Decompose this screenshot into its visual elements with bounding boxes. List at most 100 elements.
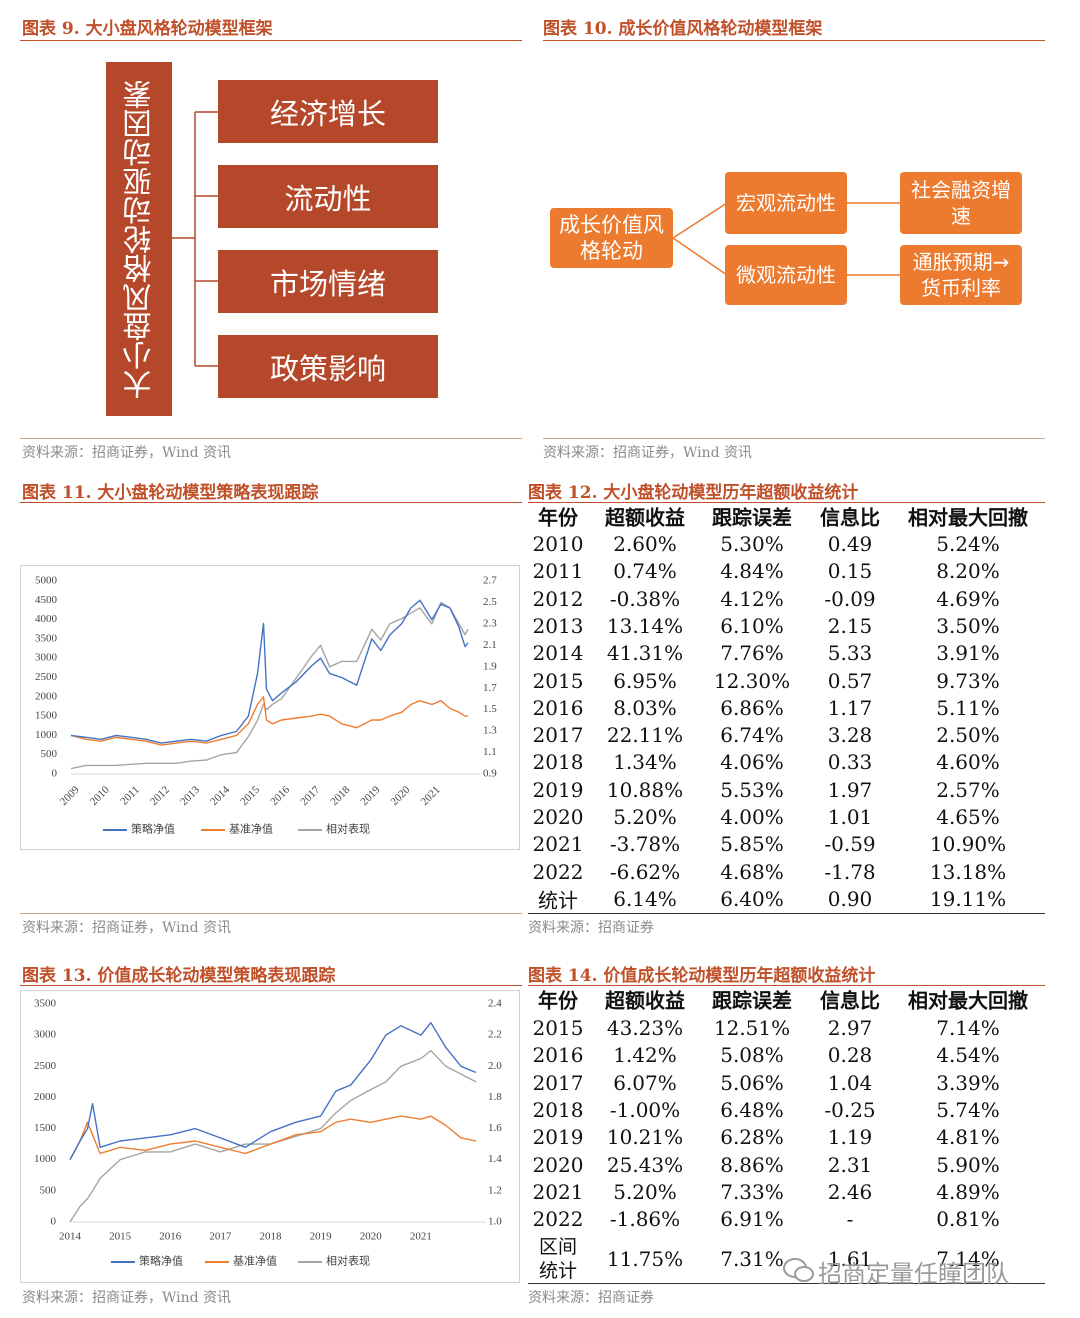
factor-box: 经济增长 [218,80,438,143]
table-cell: 2021 [532,1179,584,1204]
table-cell: 43.23% [606,1016,684,1040]
table-cell: 年份 [538,988,578,1013]
table-cell: 2017 [532,723,584,748]
source: 资料来源：招商证券 [528,920,654,936]
y2-tick-label: 2.2 [488,1029,502,1041]
table-cell: 12.51% [713,1016,791,1040]
series-line [70,696,468,746]
x-tick-label: 2018 [328,784,352,808]
table-cell: 6.40% [720,886,784,911]
y-tick-label: 2000 [34,1091,57,1103]
table-cell: 1.04 [827,1070,873,1095]
y2-tick-label: 1.8 [488,1091,502,1103]
table-cell: 2011 [532,559,584,584]
y-tick-label: 3500 [35,632,58,644]
source: 资料来源：招商证券，Wind 资讯 [22,920,232,936]
figure-title: 图表 10. 成长价值风格轮动模型框架 [543,19,823,39]
y2-tick-label: 1.0 [488,1216,502,1228]
table-rule [528,913,1045,914]
figure-title: 图表 14. 价值成长轮动模型历年超额收益统计 [528,966,876,986]
table-cell: 超额收益 [605,988,685,1013]
table-cell: 0.81% [936,1207,1000,1232]
table-cell: 4.81% [936,1125,1000,1150]
table-cell: - [846,1207,854,1232]
y-tick-label: 0 [51,1216,57,1228]
table-cell: 5.33 [827,641,873,666]
table-cell: 7.76% [720,641,784,666]
y2-tick-label: 1.5 [483,703,497,715]
table-cell: 1.97 [827,777,873,802]
root-label: 大小盘风格轮动驱动因素 [122,79,156,399]
x-tick-label: 2014 [208,784,232,808]
table-cell: 2015 [532,668,584,693]
table-cell: 年份 [538,505,578,530]
table-cell: 5.20% [613,1179,677,1204]
y-tick-label: 500 [40,1184,57,1196]
table-cell: 10.88% [606,777,684,802]
y2-tick-label: 2.1 [483,639,497,651]
x-tick-label: 2011 [118,784,142,808]
chart: 0 500 1000 1500 2000 2500 3000 3500 4000 4500 5000… [35,575,497,836]
y-tick-label: 1500 [34,1122,57,1134]
x-tick-label: 2019 [310,1231,333,1243]
chart: 0 500 1000 1500 2000 2500 3000 3500 1.0 1.2 1.4 1.6… [34,998,502,1268]
table-cell: 2020 [532,1152,584,1177]
figure-title: 图表 9. 大小盘风格轮动模型框架 [22,19,273,39]
table-cell: 2016 [532,695,584,720]
x-tick-label: 2020 [389,784,413,808]
table-cell: 2017 [532,1070,584,1095]
table-cell: -6.62% [609,859,681,884]
y-tick-label: 1000 [35,729,58,741]
wechat-icon [783,1258,814,1282]
table-cell: -0.25 [824,1097,876,1122]
table-cell: 4.68% [720,859,784,884]
table-cell: 2013 [532,613,584,638]
table-cell: 2016 [532,1043,584,1068]
y2-tick-label: 2.3 [483,617,497,629]
chart-frame: 0 500 1000 1500 2000 2500 3000 3500 1.0 1.2 1.4 1.6… [20,990,520,1283]
table-cell: 2022 [532,1207,584,1232]
table-cell: 7.31% [720,1247,784,1271]
table-cell: 6.10% [720,613,784,638]
y2-tick-label: 0.9 [483,768,497,780]
table-cell: 5.74% [936,1097,1000,1122]
root-box: 成长价值风格轮动 [550,208,673,268]
y2-tick-label: 1.1 [483,746,497,758]
x-tick-label: 2016 [159,1231,182,1243]
table-cell: 相对最大回撤 [908,505,1028,530]
series-line [69,1050,477,1223]
table-cell: 5.24% [936,532,1000,556]
title-rule [528,502,1045,503]
y-tick-label: 3000 [35,652,58,664]
source: 资料来源：招商证券，Wind 资讯 [22,445,232,461]
table-cell: 0.33 [827,750,873,775]
x-tick-label: 2013 [178,784,202,808]
table-cell: 4.89% [936,1179,1000,1204]
table-cell: 1.42% [613,1043,677,1068]
table-cell: -0.09 [824,586,876,611]
root-box: 大小盘风格轮动驱动因素 [106,62,172,416]
table-cell: 2022 [532,859,584,884]
table-cell: 8.86% [720,1152,784,1177]
table-cell: 1.34% [613,750,677,775]
connector [172,111,218,367]
table-cell: 5.06% [720,1070,784,1095]
table-cell: 5.11% [936,695,1000,720]
table-cell: 8.03% [613,695,677,720]
table-cell: 9.73% [936,668,1000,693]
table-cell: 2021 [532,832,584,857]
table-cell: 1.17 [827,695,873,720]
table-cell: 41.31% [606,641,684,666]
x-tick-label: 2020 [360,1231,383,1243]
table-cell: 3.91% [936,641,1000,666]
table-cell: -0.59 [824,832,876,857]
table-cell: 4.60% [936,750,1000,775]
table-cell: 10.21% [606,1125,684,1150]
table-cell: 1.19 [827,1125,873,1150]
table-cell: 6.28% [720,1125,784,1150]
source: 资料来源：招商证券 [528,1290,654,1306]
y-tick-label: 1500 [35,710,58,722]
factor-box: 流动性 [218,165,438,228]
source: 资料来源：招商证券，Wind 资讯 [543,445,753,461]
